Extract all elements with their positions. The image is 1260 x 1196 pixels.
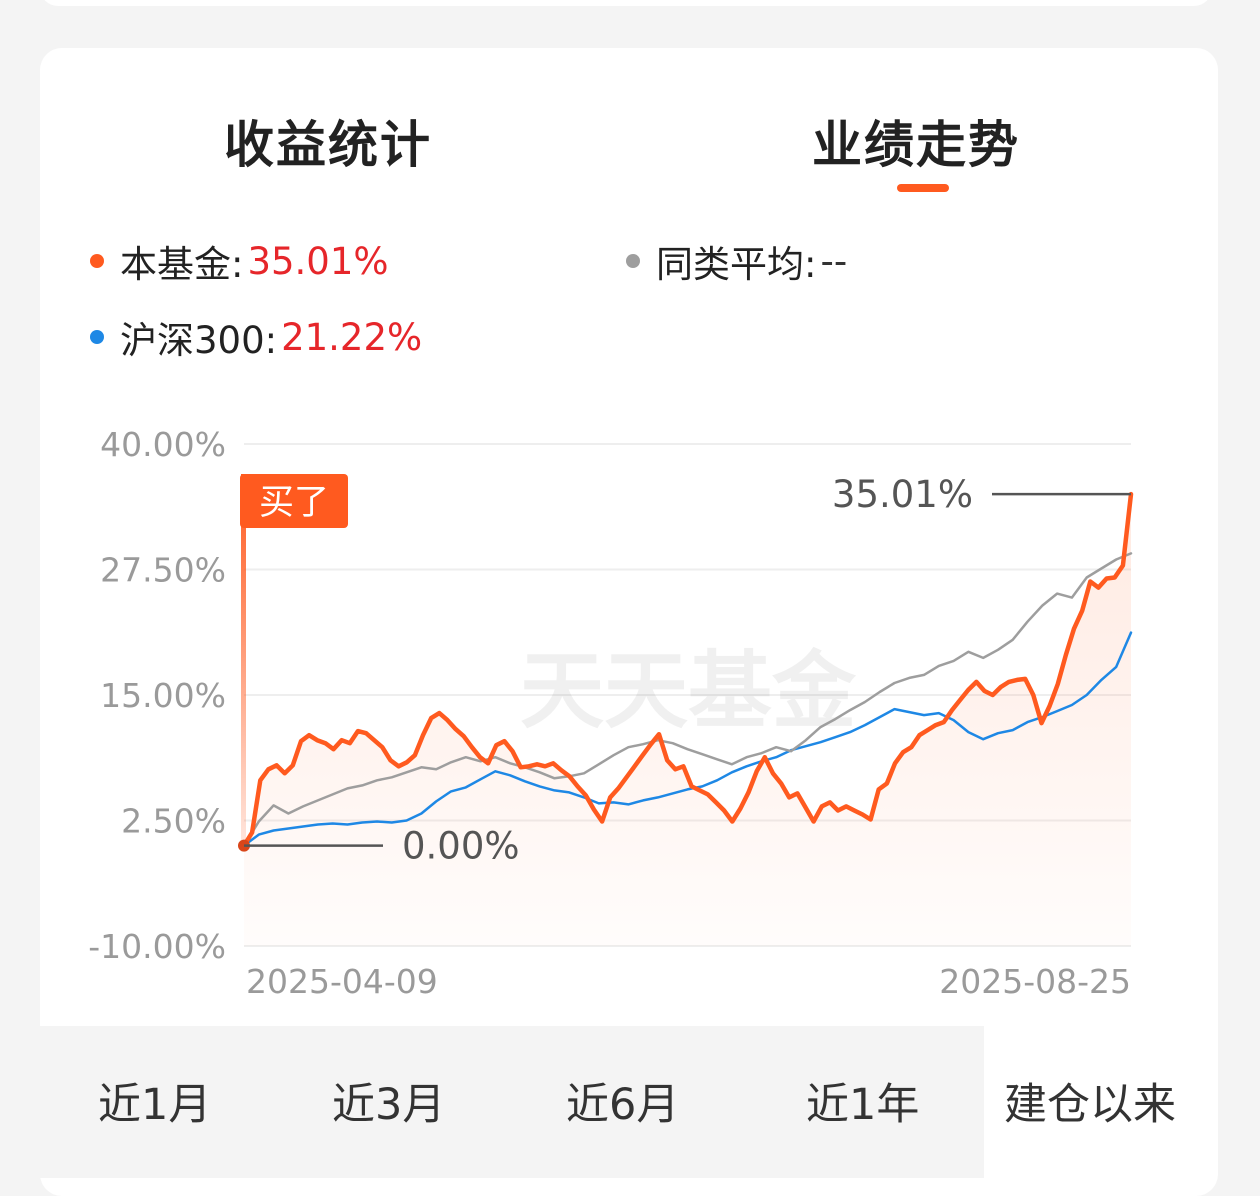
csi300-line	[242, 631, 1133, 847]
period-selector	[40, 1026, 984, 1178]
y-tick-label: 15.00%	[100, 676, 226, 715]
x-tick-label-end: 2025-08-25	[939, 962, 1131, 1001]
period-3-months[interactable]: 近3月	[332, 1080, 446, 1130]
legend-fund-label: 本基金:	[120, 243, 244, 286]
buy-marker[interactable]: 买了	[240, 474, 348, 846]
legend-fund: 本基金: 35.01%	[90, 234, 389, 288]
tab-income-stats[interactable]: 收益统计	[224, 116, 432, 174]
csi300-dot-icon	[90, 330, 104, 344]
y-tick-label: 40.00%	[100, 425, 226, 464]
period-since-inception[interactable]: 建仓以来	[1004, 1080, 1176, 1130]
legend-fund-value: 35.01%	[247, 239, 389, 283]
y-tick-label: 27.50%	[100, 551, 226, 590]
legend-peer-average: 同类平均: --	[626, 234, 847, 288]
legend-peer-average-value: --	[820, 239, 848, 283]
period-6-months[interactable]: 近6月	[566, 1080, 680, 1130]
active-tab-indicator	[897, 184, 949, 192]
period-1-year[interactable]: 近1年	[806, 1080, 920, 1130]
previous-card	[40, 0, 1212, 6]
performance-card	[40, 48, 1218, 1196]
x-tick-label-start: 2025-04-09	[246, 962, 438, 1001]
y-tick-label: 2.50%	[121, 802, 226, 841]
buy-marker-label: 买了	[259, 483, 329, 523]
fund-line	[241, 491, 1134, 848]
legend-csi300: 沪深300: 21.22%	[90, 310, 422, 364]
legend-csi300-label: 沪深300:	[120, 319, 278, 362]
tab-performance-trend[interactable]: 业绩走势	[812, 116, 1020, 174]
peer-average-line	[242, 552, 1133, 847]
end-value-label: 35.01%	[832, 473, 973, 516]
start-value-label: 0.00%	[402, 825, 520, 868]
legend-csi300-value: 21.22%	[281, 315, 423, 359]
watermark-text: 天天基金	[520, 642, 857, 740]
period-1-month[interactable]: 近1月	[98, 1080, 212, 1130]
buy-marker-stem	[241, 474, 246, 846]
buy-marker-badge	[240, 474, 348, 528]
y-tick-label: -10.00%	[88, 927, 226, 966]
fund-dot-icon	[90, 254, 104, 268]
fund-area	[244, 494, 1131, 946]
peer-average-dot-icon	[626, 254, 640, 268]
legend-peer-average-label: 同类平均:	[656, 243, 817, 286]
